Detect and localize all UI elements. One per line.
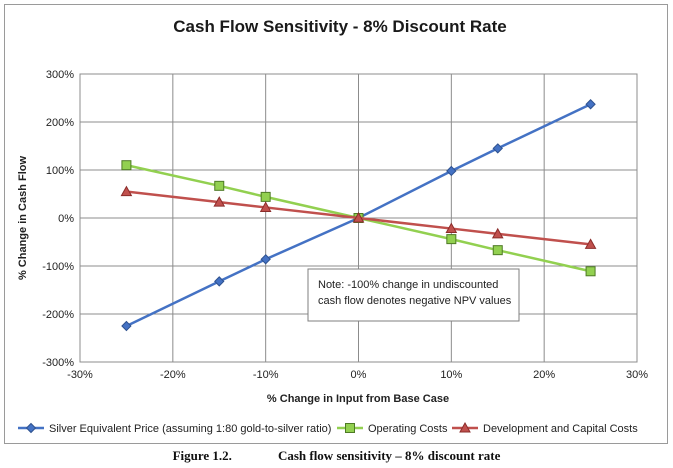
y-tick-label: -100% <box>42 261 74 273</box>
x-tick-label: 30% <box>626 369 648 381</box>
x-tick-label: 20% <box>533 369 555 381</box>
data-point <box>214 276 225 287</box>
chart: Cash Flow Sensitivity - 8% Discount Rate… <box>17 17 648 435</box>
x-axis-label: % Change in Input from Base Case <box>267 393 449 405</box>
legend-marker-1 <box>345 423 355 433</box>
series-2 <box>120 185 597 249</box>
data-point <box>492 245 503 256</box>
data-point <box>446 165 457 177</box>
data-point <box>213 196 226 207</box>
legend: Silver Equivalent Price (assuming 1:80 g… <box>18 421 638 435</box>
caption-text: Cash flow sensitivity – 8% discount rate <box>277 448 501 463</box>
data-point <box>492 143 503 154</box>
x-tick-label: -30% <box>67 369 93 381</box>
data-point <box>260 254 271 265</box>
tick-labels: -30% -20% -10% 0% 10% 20% 30% -300% -200% -100% 0%… <box>42 69 648 381</box>
data-point <box>260 191 271 202</box>
axes <box>79 73 638 363</box>
note-box <box>307 268 520 322</box>
y-tick-label: -200% <box>42 309 74 321</box>
data-point <box>120 185 133 197</box>
x-tick-label: -10% <box>253 369 279 381</box>
figure-caption: Figure 1.2. Cash flow sensitivity – 8% di… <box>0 448 673 464</box>
data-point <box>585 266 596 277</box>
data-point <box>121 320 132 332</box>
note-line-1: Note: -100% change in undiscounted <box>318 279 498 291</box>
legend-label-0: Silver Equivalent Price (assuming 1:80 g… <box>49 423 331 435</box>
data-point <box>584 238 597 249</box>
legend-label-2: Development and Capital Costs <box>483 423 638 435</box>
y-tick-label: -300% <box>42 357 74 369</box>
chart-title: Cash Flow Sensitivity - 8% Discount Rate <box>173 17 506 36</box>
data-point <box>352 211 365 223</box>
note-line-2: cash flow denotes negative NPV values <box>318 295 512 307</box>
x-tick-label: -20% <box>160 369 186 381</box>
data-point <box>446 234 457 245</box>
data-point <box>121 160 132 171</box>
data-point <box>445 222 458 234</box>
legend-marker-2 <box>459 421 471 433</box>
y-tick-label: 200% <box>46 117 74 129</box>
data-point <box>259 201 272 212</box>
note-annotation: Note: -100% change in undiscounted cash … <box>307 268 520 322</box>
data-point <box>491 227 504 239</box>
series-group <box>120 99 597 332</box>
y-tick-label: 0% <box>58 213 74 225</box>
y-axis-label: % Change in Cash Flow <box>17 156 29 281</box>
y-tick-label: 300% <box>46 69 74 81</box>
data-point <box>214 180 225 191</box>
caption-label: Figure 1.2. <box>172 448 232 463</box>
x-tick-label: 10% <box>440 369 462 381</box>
plot-area <box>79 73 638 363</box>
y-tick-label: 100% <box>46 165 74 177</box>
data-point <box>585 99 596 110</box>
legend-label-1: Operating Costs <box>368 423 448 435</box>
x-tick-label: 0% <box>351 369 367 381</box>
chart-frame <box>4 4 668 444</box>
legend-marker-0 <box>25 422 37 434</box>
